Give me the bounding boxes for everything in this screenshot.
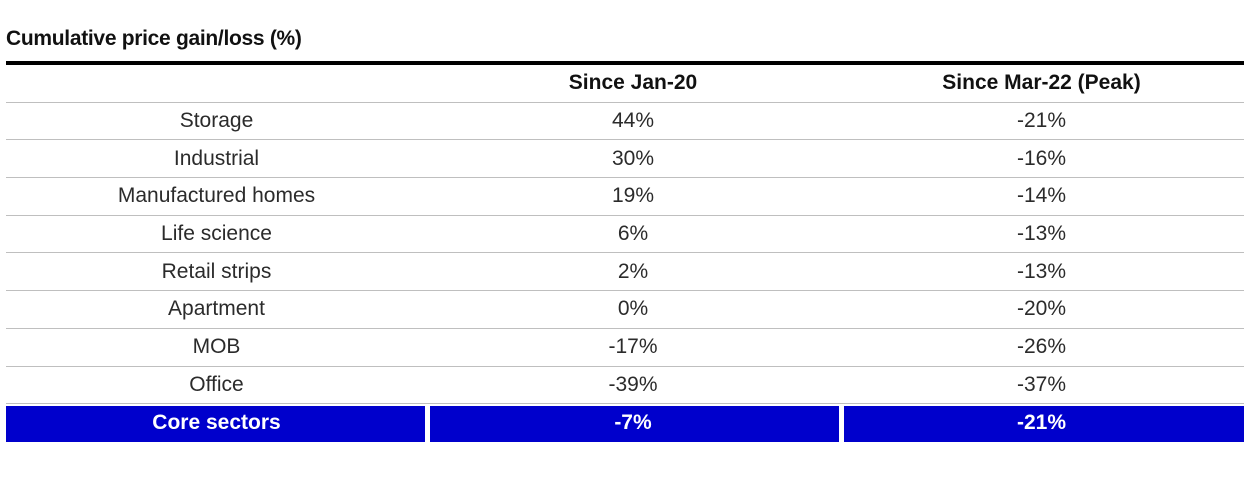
row-value-jan-20: 30% [611,146,655,170]
row-value-mar-22: -21% [1016,109,1067,133]
row-value-jan-20: 2% [617,259,649,283]
row-value-mar-22: -13% [1016,259,1067,283]
table-row: Industrial 30% -16% [6,140,1244,179]
row-value-jan-20: -39% [608,372,658,396]
row-value-jan-20: 6% [617,222,649,246]
row-label: MOB [192,335,241,359]
row-label: Industrial [173,146,260,170]
header-row: Since Jan-20 Since Mar-22 (Peak) [6,65,1244,103]
row-label: Life science [161,222,272,246]
row-value-mar-22: -20% [1016,297,1067,321]
table-row: Storage 44% -21% [6,103,1244,141]
table-row: Apartment 0% -20% [6,291,1244,329]
row-value-mar-22: -37% [1016,372,1067,396]
total-label: Core sectors [152,411,281,435]
row-value-mar-22: -16% [1016,146,1067,170]
row-label: Retail strips [161,259,272,283]
header-cell-since-jan-20: Since Jan-20 [568,71,698,95]
row-label: Storage [179,109,254,133]
row-label: Apartment [168,297,265,321]
table-row: Life science 6% -13% [6,216,1244,254]
row-value-mar-22: -26% [1016,335,1067,359]
table-row: Retail strips 2% -13% [6,253,1244,292]
row-value-mar-22: -14% [1016,184,1067,208]
row-value-jan-20: 0% [617,297,649,321]
total-bg-3 [844,406,1244,442]
row-value-jan-20: 19% [611,184,655,208]
total-bg-2 [430,406,839,442]
row-value-mar-22: -13% [1016,222,1067,246]
top-rule [6,61,1244,65]
table-row: MOB -17% -26% [6,329,1244,367]
total-bg-1 [6,406,425,442]
header-cell-since-mar-22: Since Mar-22 (Peak) [942,71,1141,95]
total-value-jan-20: -7% [614,411,652,435]
row-value-jan-20: 44% [611,109,655,133]
total-value-mar-22: -21% [1016,411,1067,435]
chart-title: Cumulative price gain/loss (%) [6,27,302,50]
row-label: Manufactured homes [117,184,316,208]
table-row: Office -39% -37% [6,367,1244,405]
row-label: Office [189,372,244,396]
data-table: Since Jan-20 Since Mar-22 (Peak) Storage… [6,65,1244,442]
row-value-jan-20: -17% [608,335,658,359]
total-row: Core sectors -7% -21% [6,404,1244,442]
header-cell-label [6,65,427,102]
table-row: Manufactured homes 19% -14% [6,178,1244,216]
table-body: Storage 44% -21% Industrial 30% -16% Manufactu… [6,103,1244,405]
